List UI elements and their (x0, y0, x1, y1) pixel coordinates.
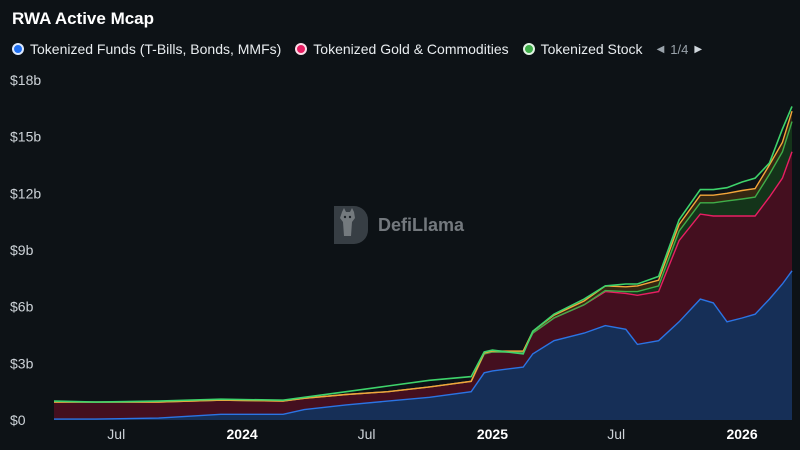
y-tick-label: $12b (10, 185, 41, 201)
chart-lines (53, 106, 793, 420)
y-tick-label: $9b (10, 242, 34, 258)
y-tick-label: $15b (10, 129, 41, 145)
legend-item-tokenized-gold[interactable]: Tokenized Gold & Commodities (295, 41, 509, 57)
y-tick-label: $0 (10, 412, 26, 428)
legend: Tokenized Funds (T-Bills, Bonds, MMFs) T… (12, 38, 702, 60)
total-line (53, 106, 793, 403)
legend-pager: ◀ 1/4 ▶ (657, 42, 702, 57)
line-series-0 (54, 270, 793, 420)
watermark: DefiLlama (328, 202, 464, 248)
chart-areas (54, 111, 792, 420)
legend-dot-icon (522, 43, 535, 55)
llama-logo-icon (334, 206, 368, 244)
y-tick-label: $18b (10, 72, 41, 88)
triangle-left-icon[interactable]: ◀ (656, 43, 665, 55)
legend-label: Tokenized Funds (T-Bills, Bonds, MMFs) (30, 41, 282, 57)
legend-dot-icon (295, 43, 308, 55)
legend-dot-icon (12, 43, 24, 55)
legend-page-indicator: 1/4 (670, 41, 689, 57)
watermark-text: DefiLlama (378, 214, 465, 235)
triangle-right-icon[interactable]: ▶ (694, 43, 703, 55)
chart-title: RWA Active Mcap (12, 9, 155, 28)
legend-item-tokenized-funds[interactable]: Tokenized Funds (T-Bills, Bonds, MMFs) (12, 41, 281, 57)
x-tick-label: Jul (107, 426, 125, 442)
x-tick-label: Jul (607, 426, 625, 442)
y-tick-label: $3b (10, 355, 34, 371)
x-tick-label: Jul (358, 426, 376, 442)
x-axis: Jul 2024 Jul 2025 Jul 2026 (107, 426, 758, 442)
legend-item-tokenized-stock[interactable]: Tokenized Stock (522, 41, 643, 57)
x-tick-label: 2026 (726, 426, 757, 442)
x-tick-label: 2025 (477, 426, 508, 442)
y-tick-label: $6b (10, 299, 34, 315)
x-tick-label: 2024 (227, 426, 258, 442)
legend-label: Tokenized Gold & Commodities (313, 41, 509, 57)
y-axis: $0 $3b $6b $9b $12b $15b $18b (10, 72, 41, 428)
area-series-0 (54, 270, 792, 420)
legend-label: Tokenized Stock (540, 41, 643, 57)
